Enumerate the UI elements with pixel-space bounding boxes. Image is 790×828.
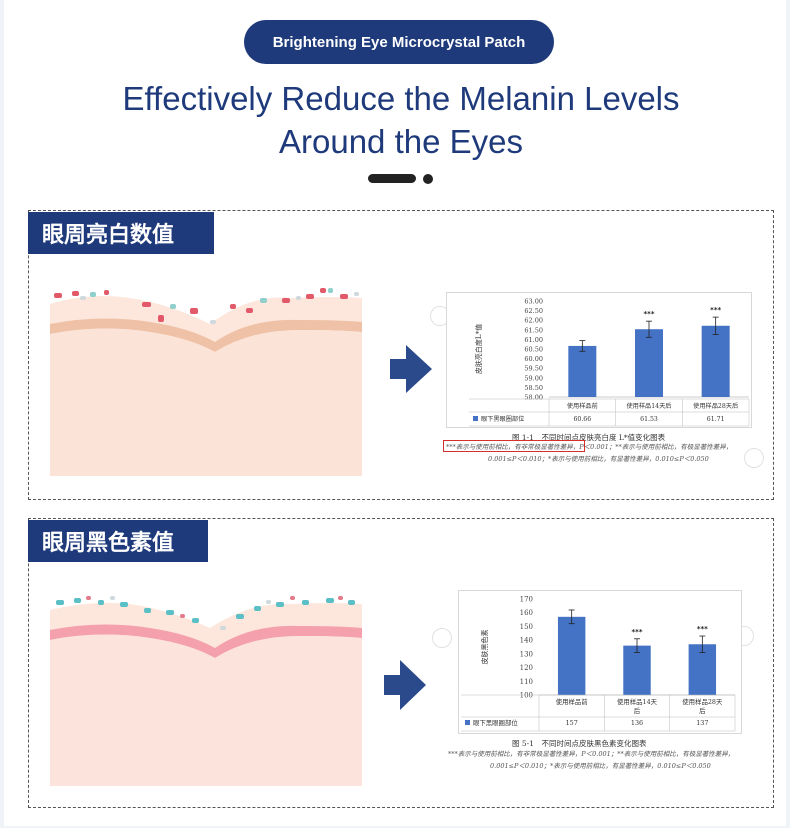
skin-illustration-brightness: [50, 288, 362, 476]
y-tick-label: 170: [520, 596, 533, 604]
bar: [568, 345, 597, 397]
brightness-note-line-2: 0.001≤P＜0.010；*表示与使用前相比，有显著性差异，0.010≤P＜0…: [488, 455, 709, 463]
category-label: 使用样品前: [556, 697, 589, 706]
brightness-chart-caption: 图 1-1 不同时间点皮肤亮白度 L*值变化图表: [512, 433, 666, 442]
brightness-panel-title: 眼周亮白数值: [28, 212, 214, 254]
brightness-report: 63.00 62.50 62.00 61.50 61.00 60.50 60.00 59.50…: [430, 292, 764, 470]
significance-label: ***: [644, 310, 655, 318]
data-value-label: 61.71: [707, 416, 725, 423]
significance-label: ***: [697, 625, 708, 633]
y-tick-label: 63.00: [524, 298, 543, 306]
y-tick-label: 62.50: [524, 307, 543, 315]
melanin-chart-box: 170 160 150 140 130 120 110 100 皮肤黑色素使用样品前 157 ***…: [458, 590, 742, 734]
y-tick-label: 60.50: [524, 346, 543, 354]
decorative-dot: [423, 174, 433, 184]
melanin-chart-caption: 图 5-1 不同时间点皮肤黑色素变化图表: [512, 739, 647, 748]
significance-label: ***: [632, 628, 643, 636]
y-tick-label: 140: [520, 637, 533, 645]
headline-line-2: Around the Eyes: [279, 123, 523, 160]
brightness-chart-box: 63.00 62.50 62.00 61.50 61.00 60.50 60.00 59.50…: [446, 292, 752, 428]
bar: [557, 616, 586, 695]
y-axis-label: 皮肤黑色素: [480, 630, 489, 665]
category-label: 使用样品28天: [682, 697, 723, 706]
bar: [623, 645, 651, 695]
data-value-label: 60.66: [573, 416, 591, 423]
legend-swatch: [473, 416, 478, 421]
y-tick-label: 58.50: [524, 384, 543, 392]
data-value-label: 136: [631, 719, 643, 727]
legend-label: 眼下黑眼圈部位: [473, 718, 518, 727]
headline-line-1: Effectively Reduce the Melanin Levels: [122, 80, 680, 117]
product-badge: Brightening Eye Microcrystal Patch: [244, 20, 554, 64]
legend-label: 眼下黑眼圈部位: [481, 415, 524, 423]
category-label: 使用样品28天后: [693, 402, 738, 410]
y-tick-label: 60.00: [524, 355, 543, 363]
y-tick-label: 120: [520, 664, 533, 672]
data-value-label: 61.53: [640, 416, 658, 423]
arrow-right-icon: [384, 660, 426, 710]
skin-illustration-melanin: [50, 596, 362, 786]
y-axis-label: 皮肤亮白度L*值: [474, 324, 483, 374]
bar: [701, 325, 730, 397]
melanin-note-line-2: 0.001≤P＜0.010；*表示与使用前相比，有显著性差异，0.010≤P＜0…: [490, 762, 711, 770]
decorative-bar: [368, 174, 416, 183]
melanin-report: 170 160 150 140 130 120 110 100 皮肤黑色素使用样品前 157 ***…: [432, 590, 754, 776]
bar: [635, 329, 663, 397]
arrow-right-icon: [390, 345, 432, 393]
y-tick-label: 61.50: [524, 326, 543, 334]
y-tick-label: 160: [520, 609, 533, 617]
y-tick-label: 59.50: [524, 365, 543, 373]
watermark-icon: [432, 628, 452, 648]
data-value-label: 157: [566, 719, 578, 727]
y-tick-label: 62.00: [524, 317, 543, 325]
category-label: 后: [699, 706, 706, 715]
product-badge-label: Brightening Eye Microcrystal Patch: [272, 33, 526, 51]
category-label: 后: [634, 706, 641, 715]
category-label: 使用样品前: [567, 402, 598, 410]
y-tick-label: 130: [520, 650, 533, 658]
y-tick-label: 100: [520, 692, 533, 700]
y-tick-label: 110: [520, 678, 533, 686]
category-label: 使用样品14天后: [627, 402, 672, 410]
y-tick-label: 61.00: [524, 336, 543, 344]
note-highlight-box: [443, 440, 585, 452]
legend-swatch: [465, 720, 470, 725]
brightness-note-line-1: ***表示与使用前相比，有非常极显著性差异，P＜0.001；**表示与使用前相比…: [446, 443, 733, 451]
melanin-note-line-1: ***表示与使用前相比，有非常极显著性差异，P＜0.001；**表示与使用前相比…: [448, 750, 735, 758]
category-label: 使用样品14天: [617, 697, 658, 706]
significance-label: ***: [710, 306, 721, 314]
y-tick-label: 150: [520, 623, 533, 631]
y-tick-label: 58.00: [524, 394, 543, 402]
watermark-icon: [744, 448, 764, 468]
data-value-label: 137: [696, 719, 708, 727]
y-tick-label: 59.00: [524, 374, 543, 382]
melanin-panel-title: 眼周黑色素值: [28, 520, 208, 562]
page: Brightening Eye Microcrystal Patch Effec…: [4, 0, 786, 826]
